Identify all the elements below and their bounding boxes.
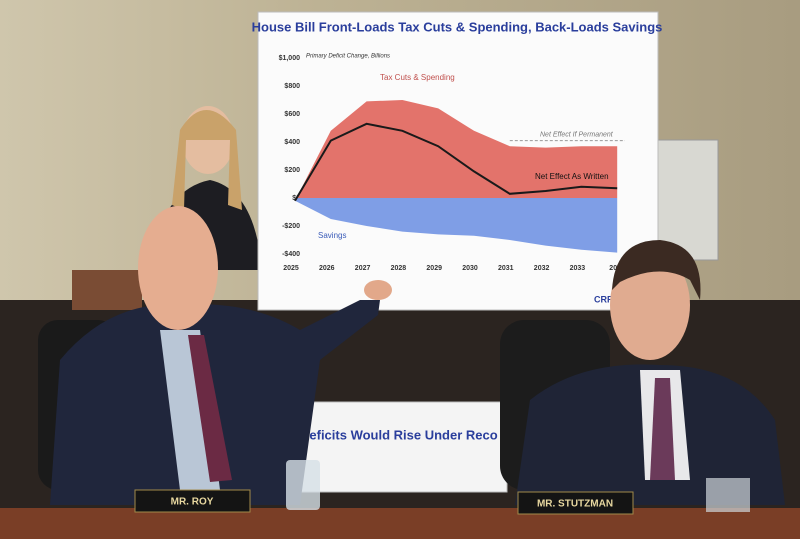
water-bottle: [286, 460, 320, 510]
nameplate-text: MR. ROY: [171, 497, 214, 508]
box: [72, 270, 142, 310]
x-tick-label: 2025: [283, 265, 299, 272]
x-tick-label: 2028: [391, 265, 407, 272]
tie: [650, 378, 675, 480]
y-tick-label: $1,000: [279, 55, 301, 62]
x-tick-label: 2029: [426, 265, 442, 272]
person-head: [138, 206, 218, 330]
glass: [706, 478, 750, 512]
x-tick-label: 2033: [570, 265, 586, 272]
area: [295, 198, 618, 253]
hair: [172, 110, 242, 210]
lower-poster-title: Deficits Would Rise Under Reco: [300, 427, 498, 442]
y-tick-label: -$400: [282, 251, 300, 258]
y-tick-label: $600: [284, 111, 300, 118]
chart-title: House Bill Front-Loads Tax Cuts & Spendi…: [252, 19, 663, 34]
line: [294, 122, 618, 202]
tie: [188, 335, 232, 482]
x-tick-label: 2027: [355, 265, 371, 272]
annotation: Net Effect If Permanent: [540, 131, 614, 138]
y-tick-label: -$200: [282, 223, 300, 230]
chart-subtitle: Primary Deficit Change, Billions: [306, 54, 390, 60]
nameplate: [517, 491, 634, 515]
plot: $1,000$800$600$400$200$0-$200-$400202520…: [279, 55, 625, 272]
nameplate-text: MR. STUTZMAN: [537, 499, 613, 510]
series-label: Net Effect As Written: [535, 172, 609, 181]
hand: [364, 280, 392, 300]
y-tick-label: $800: [284, 83, 300, 90]
series-label: Savings: [318, 231, 346, 240]
x-tick-label: 2032: [534, 265, 550, 272]
series-label: Tax Cuts & Spending: [380, 73, 455, 82]
nameplate: [134, 489, 251, 513]
desk: [0, 508, 800, 539]
y-tick-label: $200: [284, 167, 300, 174]
x-tick-label: 2030: [462, 265, 478, 272]
lower-poster: [294, 401, 508, 493]
hair: [612, 240, 701, 300]
x-tick-label: 2031: [498, 265, 514, 272]
x-tick-label: 2026: [319, 265, 335, 272]
y-tick-label: $400: [284, 139, 300, 146]
x-tick-label: 20: [609, 265, 617, 272]
